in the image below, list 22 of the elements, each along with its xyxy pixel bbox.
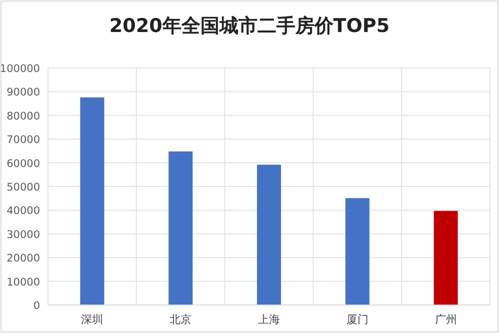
y-tick-label: 10000: [6, 276, 40, 288]
y-tick-label: 0: [33, 300, 40, 312]
y-tick-label: 80000: [6, 110, 40, 122]
y-tick-label: 60000: [6, 158, 40, 170]
y-tick-label: 70000: [6, 134, 40, 146]
x-tick-label: 北京: [170, 313, 192, 326]
bar: [168, 151, 193, 305]
bar: [345, 198, 370, 305]
y-tick-label: 30000: [6, 228, 40, 241]
y-tick-label: 50000: [6, 182, 40, 194]
y-tick-label: 100000: [0, 63, 40, 75]
y-tick-label: 40000: [6, 205, 40, 218]
x-tick-label: 深圳: [81, 313, 104, 326]
x-tick-label: 上海: [258, 313, 280, 326]
bar: [434, 210, 458, 305]
x-tick-label: 广州: [434, 313, 457, 326]
y-tick-label: 90000: [6, 86, 40, 99]
y-tick-label: 20000: [6, 252, 40, 265]
chart-title: 2020年全国城市二手房价TOP5: [109, 15, 390, 37]
bar: [80, 97, 104, 305]
x-tick-label: 厦门: [346, 313, 368, 326]
bar: [257, 164, 281, 305]
